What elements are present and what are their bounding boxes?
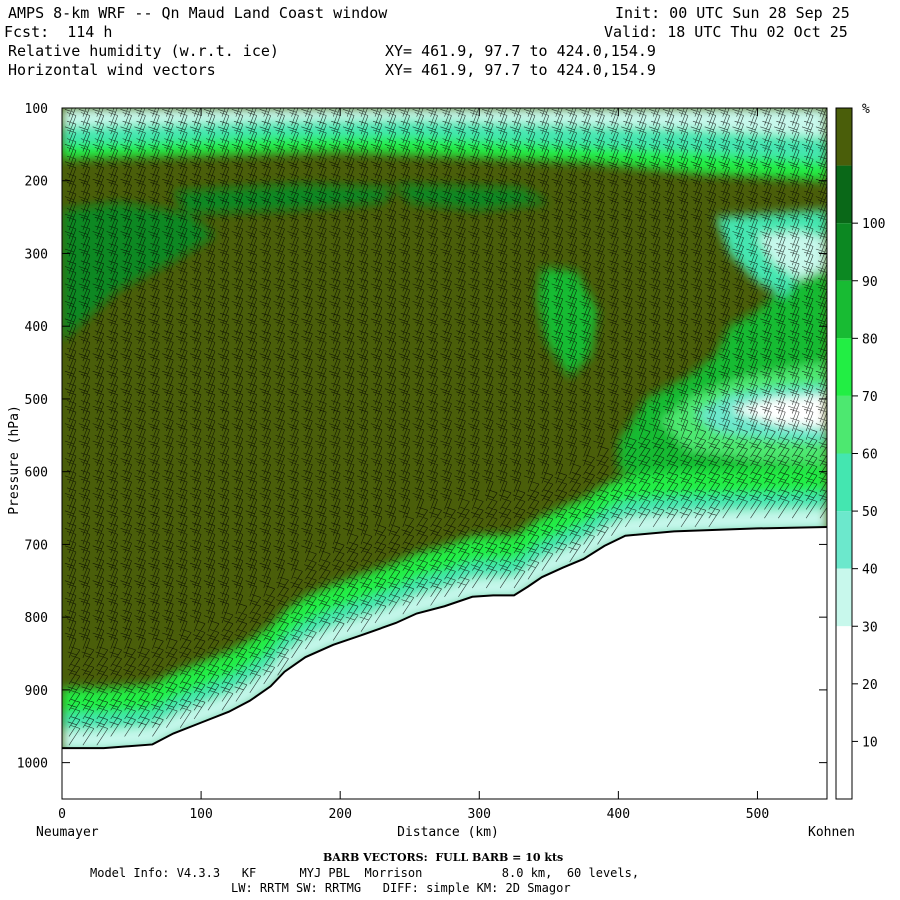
colorbar-tick-label: 90 [862, 275, 878, 290]
rh-right-upper-2 [757, 231, 827, 279]
colorbar-bin [836, 511, 852, 569]
valid-time: Valid: 18 UTC Thu 02 Oct 25 [604, 23, 848, 41]
colorbar-tick-label: 40 [862, 563, 878, 578]
chart-title: AMPS 8-km WRF -- Qn Maud Land Coast wind… [8, 4, 388, 22]
model-info-2: LW: RRTM SW: RRTMG DIFF: simple KM: 2D S… [231, 881, 571, 895]
x-tick-label: 500 [746, 807, 769, 822]
x-tick-label: 100 [189, 807, 212, 822]
field2-label: Horizontal wind vectors [8, 61, 216, 79]
y-tick-label: 700 [25, 538, 48, 553]
colorbar-bin [836, 165, 852, 224]
x-start-label: Neumayer [36, 825, 99, 840]
colorbar-bin [836, 395, 852, 454]
field2-xy: XY= 461.9, 97.7 to 424.0,154.9 [385, 61, 656, 79]
y-tick-label: 400 [25, 320, 48, 335]
y-axis: 100 200 300 400 500 600 700 800 900 1000 [17, 102, 827, 772]
y-tick-label: 200 [25, 175, 48, 190]
colorbar-tick-label: 100 [862, 217, 885, 232]
colorbar-tick-label: 60 [862, 448, 878, 463]
colorbar-unit: % [862, 102, 870, 117]
colorbar-tick-label: 30 [862, 620, 878, 635]
y-tick-label: 500 [25, 393, 48, 408]
colorbar-bin [836, 568, 852, 627]
colorbar-tick-label: 70 [862, 390, 878, 405]
rh-upper-patch [173, 184, 396, 214]
y-tick-label: 800 [25, 611, 48, 626]
colorbar: 10 20 30 40 50 60 70 80 90 100 [835, 107, 885, 800]
colorbar-tick-label: 10 [862, 735, 878, 750]
y-tick-label: 900 [25, 684, 48, 699]
model-info: Model Info: V4.3.3 KF MYJ PBL Morrison 8… [90, 866, 640, 880]
terrain-surface-line [62, 525, 827, 750]
colorbar-bin [836, 338, 852, 396]
colorbar-bin [836, 741, 852, 799]
colorbar-bin [836, 223, 852, 281]
y-tick-label: 100 [25, 102, 48, 117]
plot-frame [61, 107, 828, 800]
x-tick-label: 300 [468, 807, 491, 822]
y-axis-title: Pressure (hPa) [7, 405, 22, 515]
y-tick-label: 300 [25, 247, 48, 262]
colorbar-bin [836, 453, 852, 512]
x-axis-title: Distance (km) [397, 825, 499, 840]
field1-label: Relative humidity (w.r.t. ice) [8, 42, 279, 60]
terrain-fill [62, 526, 827, 799]
rh-left-patch [62, 202, 215, 341]
colorbar-tick-label: 50 [862, 505, 878, 520]
terrain [62, 525, 827, 799]
forecast-hour: Fcst: 114 h [4, 23, 113, 41]
colorbar-bin [836, 683, 852, 742]
field1-xy: XY= 461.9, 97.7 to 424.0,154.9 [385, 42, 656, 60]
rh-upper-band-3 [62, 108, 827, 138]
colorbar-bin [836, 108, 852, 166]
wind-barb-paths [64, 108, 827, 746]
colorbar-bin [836, 626, 852, 684]
x-tick-label: 400 [607, 807, 630, 822]
colorbar-tick-label: 80 [862, 332, 878, 347]
x-axis: 0 100 200 300 400 500 [58, 108, 769, 822]
y-tick-label: 600 [25, 466, 48, 481]
y-tick-label: 1000 [17, 757, 48, 772]
wind-barbs [64, 108, 827, 746]
rh-surface-band-4 [62, 508, 827, 749]
x-end-label: Kohnen [808, 825, 855, 840]
rh-column-patch [537, 268, 598, 378]
x-tick-label: 200 [328, 807, 351, 822]
init-time: Init: 00 UTC Sun 28 Sep 25 [615, 4, 850, 22]
barb-legend: BARB VECTORS: FULL BARB = 10 kts [323, 851, 564, 864]
x-tick-label: 0 [58, 807, 66, 822]
colorbar-bin [836, 280, 852, 339]
colorbar-tick-label: 20 [862, 678, 878, 693]
